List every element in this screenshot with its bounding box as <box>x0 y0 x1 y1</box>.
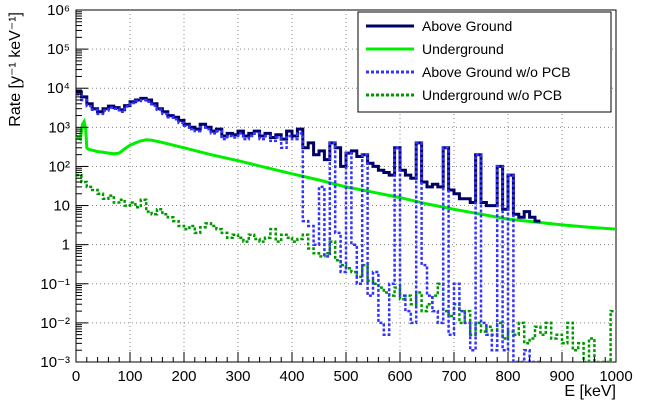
y-tick-label: 10² <box>48 158 70 175</box>
x-tick-label: 500 <box>333 368 358 385</box>
x-tick-label: 100 <box>117 368 142 385</box>
y-tick-label: 10⁻² <box>40 315 70 332</box>
x-tick-label: 800 <box>495 368 520 385</box>
x-tick-label: 1000 <box>599 368 632 385</box>
x-tick-label: 300 <box>225 368 250 385</box>
series-line-above-ground-w-o-pcb <box>76 93 541 362</box>
y-tick-label: 10 <box>53 198 70 215</box>
y-tick-label: 10⁻¹ <box>40 276 70 293</box>
y-tick-label: 10⁻³ <box>40 354 70 371</box>
y-tick-label: 10³ <box>48 119 70 136</box>
series-line-underground <box>76 117 616 231</box>
x-tick-label: 200 <box>171 368 196 385</box>
x-tick-label: 700 <box>441 368 466 385</box>
legend-box <box>357 11 612 113</box>
x-tick-label: 400 <box>279 368 304 385</box>
y-tick-label: 10⁵ <box>47 41 70 58</box>
x-tick-label: 0 <box>72 368 80 385</box>
y-tick-label: 10⁶ <box>47 2 70 19</box>
series-group <box>76 90 616 362</box>
series-line-underground-w-o-pcb <box>76 173 616 362</box>
axes: 0 100 200 300 400 500 600 700 800 900 1000 10⁻³ 10⁻²… <box>40 2 632 385</box>
x-tick-label: 600 <box>387 368 412 385</box>
legend-label-underground-no-pcb: Underground w/o PCB <box>422 87 562 103</box>
legend-label-above-ground: Above Ground <box>422 18 512 34</box>
legend: Above Ground Underground Above Ground w/… <box>357 11 612 113</box>
legend-label-underground: Underground <box>422 41 504 57</box>
x-axis-title: E [keV] <box>564 383 616 400</box>
y-tick-label: 1 <box>62 237 70 254</box>
x-tick-label: 900 <box>549 368 574 385</box>
legend-label-above-ground-no-pcb: Above Ground w/o PCB <box>422 64 571 80</box>
y-axis-title: Rate [y⁻¹ keV⁻¹] <box>7 12 24 127</box>
y-tick-label: 10⁴ <box>47 80 70 97</box>
